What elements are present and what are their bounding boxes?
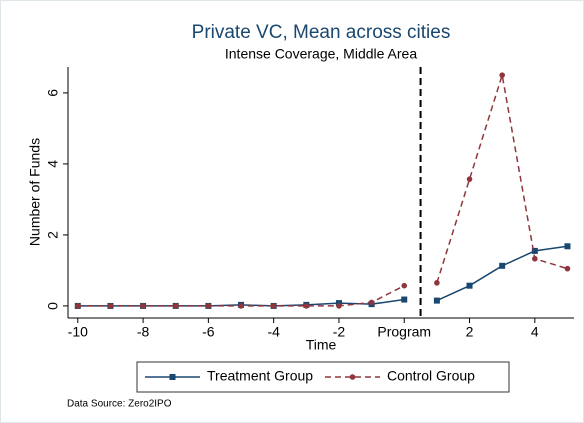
point <box>140 303 146 309</box>
x-tick-label: -8 <box>137 324 150 340</box>
point <box>107 303 114 309</box>
source-note: Data Source: Zero2IPO <box>67 399 172 410</box>
point <box>270 303 277 309</box>
x-tick-label: 4 <box>531 324 539 340</box>
x-tick-label: 2 <box>466 324 474 340</box>
point <box>368 299 375 306</box>
point <box>531 247 538 254</box>
point <box>466 176 473 182</box>
legend-marker <box>349 374 356 380</box>
point <box>401 282 408 289</box>
chart-subtitle: Intense Coverage, Middle Area <box>225 46 417 62</box>
point <box>499 72 505 78</box>
chart-title: Private VC, Mean across cities <box>192 22 451 43</box>
x-tick-label: Program <box>377 324 431 340</box>
point <box>564 265 571 272</box>
point <box>401 296 408 303</box>
y-tick-label: 6 <box>45 89 61 97</box>
y-tick-label: 4 <box>45 160 61 168</box>
y-axis-label: Number of Funds <box>27 138 43 246</box>
point <box>303 303 310 309</box>
y-tick-label: 0 <box>45 302 61 310</box>
legend-marker <box>169 374 176 380</box>
x-tick-label: -4 <box>267 324 280 340</box>
series-line <box>436 74 568 284</box>
point <box>434 280 440 286</box>
y-tick-label: 2 <box>45 231 61 239</box>
x-tick-label: -6 <box>202 324 215 340</box>
point <box>499 262 506 269</box>
point <box>74 303 81 309</box>
point <box>564 243 571 250</box>
point <box>336 303 342 309</box>
legend-label: Treatment Group <box>207 368 313 384</box>
x-tick-label: -10 <box>68 324 88 340</box>
point <box>238 303 244 309</box>
x-axis-label: Time <box>306 337 337 353</box>
point <box>433 297 440 304</box>
x-tick-label: -2 <box>333 324 346 340</box>
point <box>466 282 473 289</box>
point <box>172 303 179 309</box>
legend-label: Control Group <box>387 368 475 384</box>
point <box>532 255 538 262</box>
point <box>205 303 212 309</box>
point <box>335 300 342 307</box>
